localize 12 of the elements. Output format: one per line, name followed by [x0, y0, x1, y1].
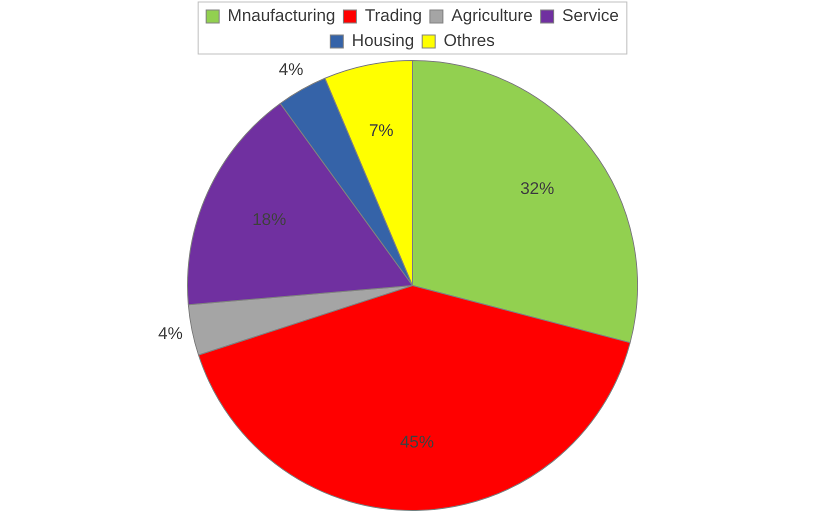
data-label: 4%	[158, 324, 183, 344]
legend-label: Service	[562, 6, 619, 26]
data-label: 45%	[400, 432, 434, 452]
legend-label: Mnaufacturing	[228, 6, 336, 26]
legend-label: Housing	[352, 31, 414, 50]
data-label: 32%	[520, 179, 554, 198]
legend-label: Trading	[364, 6, 422, 26]
data-label: 7%	[368, 120, 394, 140]
data-label: 4%	[278, 60, 304, 80]
data-label: 18%	[252, 210, 286, 229]
legend-label: Othres	[444, 31, 495, 50]
legend-label: Agriculture	[451, 6, 533, 26]
